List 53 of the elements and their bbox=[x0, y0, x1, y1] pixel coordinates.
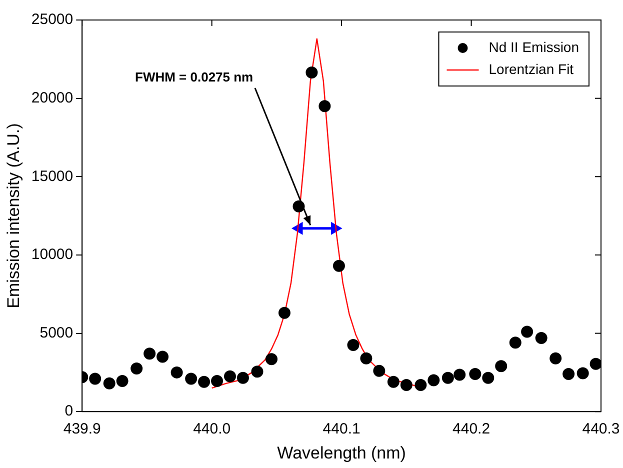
point bbox=[535, 332, 548, 344]
legend-label: Nd II Emission bbox=[488, 38, 579, 55]
point bbox=[347, 339, 360, 352]
y-tick-label: 15000 bbox=[31, 168, 74, 185]
point bbox=[590, 358, 601, 370]
y-tick-label: 0 bbox=[64, 402, 74, 420]
y-tick-label: 20000 bbox=[31, 89, 74, 106]
point bbox=[482, 372, 494, 384]
point bbox=[266, 353, 278, 366]
point bbox=[387, 376, 400, 388]
legend-label: Lorentzian Fit bbox=[488, 60, 574, 77]
point bbox=[360, 352, 372, 364]
point bbox=[130, 362, 143, 375]
point bbox=[251, 366, 264, 378]
x-tick-label: 440.2 bbox=[452, 420, 490, 438]
y-tick-label: 10000 bbox=[31, 246, 74, 264]
point bbox=[576, 367, 589, 380]
x-tick-label: 440.0 bbox=[193, 420, 231, 438]
point bbox=[211, 375, 224, 388]
y-tick-label: 25000 bbox=[31, 11, 74, 28]
point bbox=[170, 366, 183, 378]
point bbox=[550, 352, 562, 364]
point bbox=[198, 376, 210, 388]
point bbox=[318, 100, 331, 112]
point bbox=[236, 372, 249, 384]
point bbox=[400, 378, 412, 391]
point bbox=[454, 368, 466, 381]
point bbox=[509, 336, 522, 349]
point bbox=[224, 370, 236, 382]
annotation: FWHM = 0.0275 nm bbox=[135, 70, 254, 85]
point bbox=[185, 372, 198, 385]
x-tick-label: 440.3 bbox=[582, 420, 620, 438]
x-tick-label: 440.1 bbox=[322, 420, 360, 438]
point bbox=[278, 306, 290, 319]
x-axis-title: Wavelength (nm) bbox=[277, 443, 406, 462]
point bbox=[332, 260, 345, 272]
point bbox=[428, 374, 440, 386]
point bbox=[144, 348, 156, 360]
point bbox=[562, 368, 575, 380]
point bbox=[156, 350, 169, 363]
y-tick-label: 5000 bbox=[40, 324, 74, 342]
point bbox=[521, 326, 534, 338]
point bbox=[373, 364, 386, 377]
point bbox=[116, 375, 128, 388]
point bbox=[89, 372, 102, 385]
point bbox=[103, 377, 116, 390]
point bbox=[469, 368, 482, 380]
point bbox=[442, 372, 454, 384]
point bbox=[306, 66, 318, 78]
point bbox=[495, 360, 508, 372]
x-tick-label: 439.9 bbox=[63, 420, 101, 438]
point bbox=[414, 378, 427, 391]
y-axis-title: Emission intensity (A.U.) bbox=[4, 123, 23, 308]
